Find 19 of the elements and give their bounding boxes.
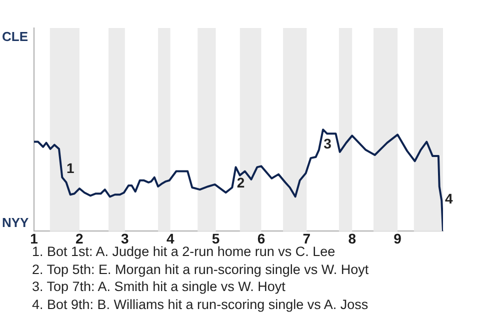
x-tick-label: 1 [30,230,38,246]
x-tick-label: 9 [394,230,402,246]
text: CLE [2,29,28,44]
text: 4. Bot 9th: B. Williams hit a run-scoring single vs A. Joss [32,296,369,313]
annotation: 2 [236,174,245,190]
annotation: 1 [66,160,74,176]
x-tick-label: 6 [257,230,266,246]
annotation: 3 [324,136,332,152]
x-tick-label: 7 [302,230,311,246]
text: 1. Bot 1st: A. Judge hit a 2-run home run vs C. Lee [32,244,336,259]
x-tick-label: 5 [212,230,220,246]
text: NYY [2,215,29,230]
text: 2. Top 5th: E. Morgan hit a run-scoring single vs W. Hoyt [32,260,369,278]
text: 3. Top 7th: A. Smith hit a single vs W. Hoyt [32,278,286,296]
x-tick-label: 4 [166,230,174,246]
annotation: 4 [445,190,453,207]
x-tick-label: 3 [120,230,129,246]
x-tick-label: 8 [348,230,356,246]
x-tick-label: 2 [76,230,84,246]
